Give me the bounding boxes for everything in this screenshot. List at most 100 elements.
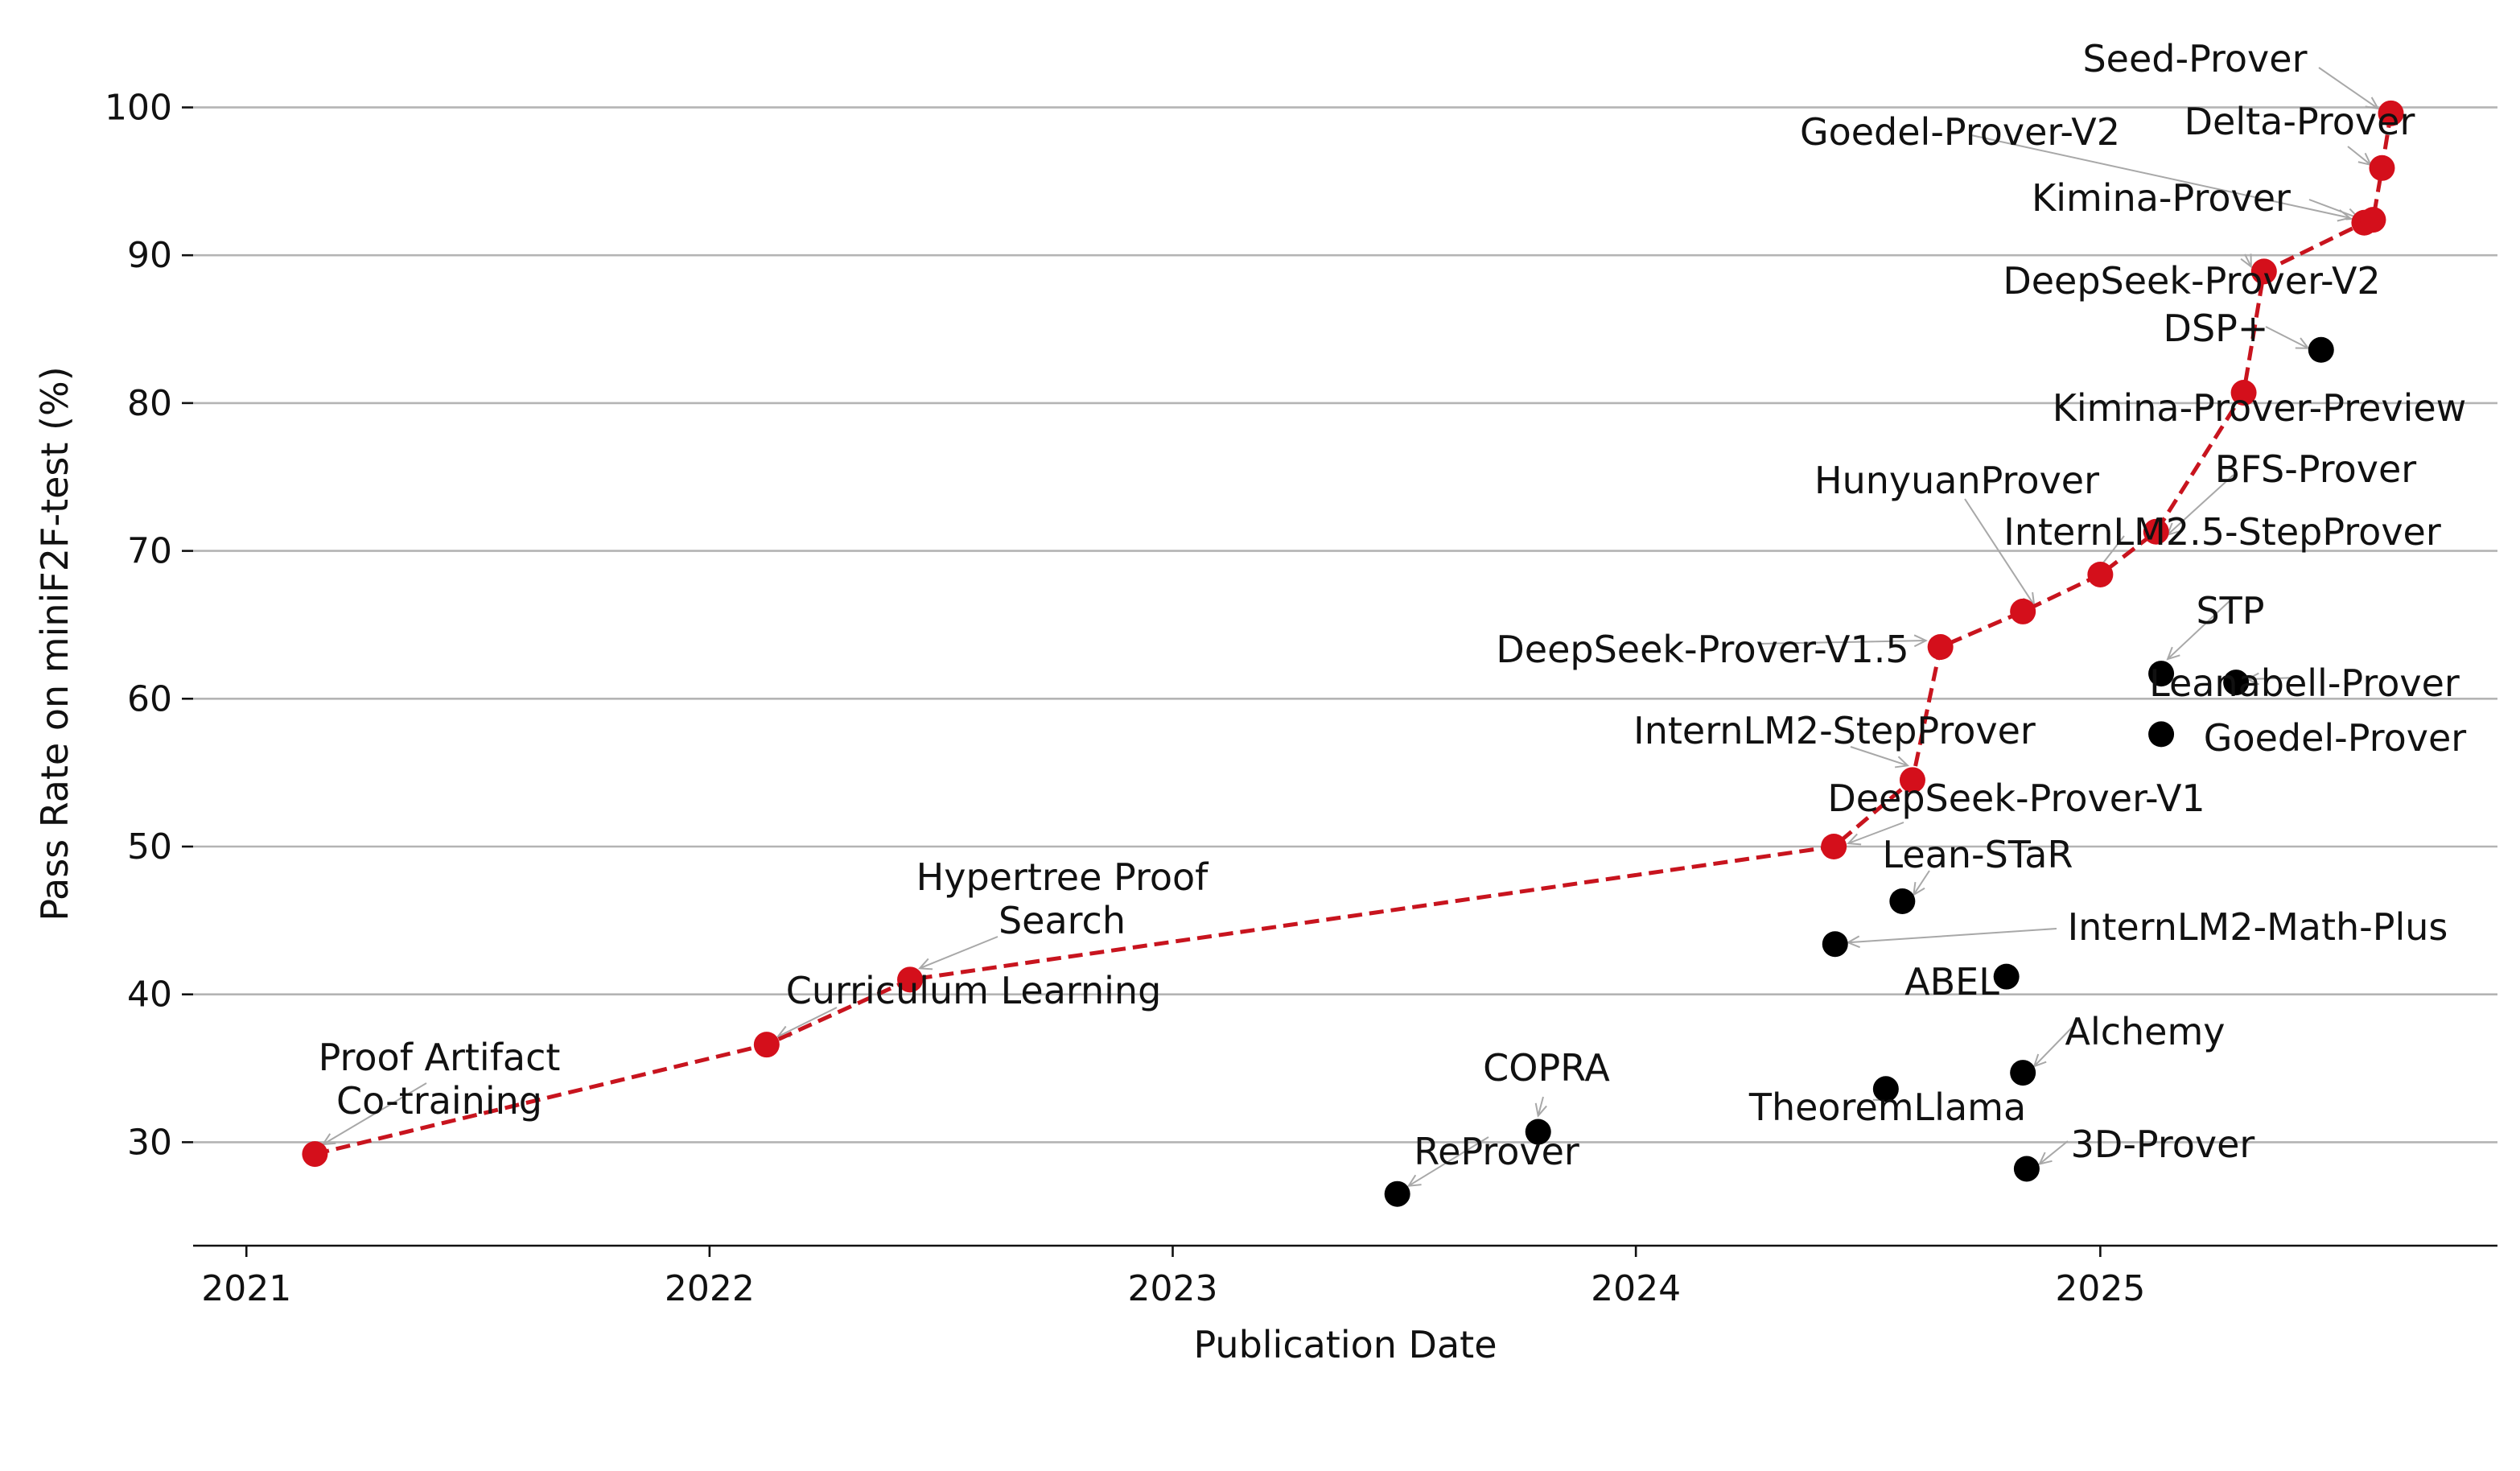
- leader-arrowhead-copra: [1534, 1102, 1547, 1118]
- y-tick-label: 40: [127, 974, 172, 1016]
- label-deepseek-prover-v1-5: DeepSeek-Prover-V1.5: [1496, 628, 1909, 671]
- y-tick-label: 50: [127, 826, 172, 867]
- point-goedel-prover: [2148, 721, 2175, 748]
- label-deepseek-prover-v1: DeepSeek-Prover-V1: [1827, 777, 2205, 820]
- leader-line-deepseek-prover-v1-5: [1758, 640, 1926, 645]
- leader-line-reprover: [1408, 1136, 1489, 1187]
- grid: [193, 106, 2497, 1143]
- leader-arrowhead-seed-prover: [2365, 97, 2380, 110]
- data-labels: Proof Artifact Co-training Curriculum Lear…: [319, 37, 2467, 1173]
- label-kimina-prover: Kimina-Prover: [2032, 176, 2291, 220]
- point-stp: [2148, 661, 2175, 687]
- x-tick-label: 2023: [1128, 1268, 1218, 1309]
- point-seed-prover: [2378, 100, 2404, 126]
- point-3d-prover: [2013, 1156, 2040, 1182]
- point-deepseek-prover-v2: [2250, 258, 2277, 285]
- y-tick-label: 80: [127, 383, 172, 424]
- leader-line-leanabell-prover: [2247, 677, 2300, 681]
- label-hunyuanprover: HunyuanProver: [1814, 459, 2099, 502]
- point-abel: [1993, 963, 2020, 990]
- leader-arrowhead-reprover: [1406, 1174, 1422, 1187]
- label-bfs-prover: BFS-Prover: [2215, 447, 2417, 491]
- leader-line-alchemy: [2033, 1026, 2073, 1067]
- label-reprover: ReProver: [1414, 1130, 1579, 1173]
- leader-line-3d-prover: [2039, 1140, 2069, 1165]
- leader-line-internlm2-math-plus: [1847, 928, 2057, 944]
- label-3d-prover: 3D-Prover: [2071, 1123, 2255, 1166]
- leader-line-lean-star: [1913, 870, 1930, 896]
- leader-line-curriculum-learning: [777, 1007, 838, 1038]
- leader-line-internlm2-stepprover: [1850, 746, 1909, 767]
- point-delta-prover: [2369, 155, 2395, 181]
- leader-arrowhead-deepseek-prover-v1-5: [1913, 634, 1928, 648]
- label-goedel-prover-v2: Goedel-Prover-V2: [1800, 110, 2120, 154]
- point-proof-artifact-co-training: [302, 1141, 328, 1168]
- y-tick-label: 90: [127, 235, 172, 276]
- x-tick-label: 2024: [1591, 1268, 1681, 1309]
- leader-arrowhead-internlm2-stepprover: [1894, 756, 1910, 768]
- point-kimina-prover: [2360, 207, 2386, 233]
- point-reprover: [1384, 1181, 1410, 1207]
- leader-line-seed-prover: [2318, 67, 2379, 109]
- y-tick-label: 100: [105, 87, 172, 128]
- label-theoremllama: TheoremLlama: [1748, 1086, 2026, 1129]
- point-internlm2-stepprover: [1899, 767, 1925, 793]
- leader-arrowhead-3d-prover: [2038, 1152, 2053, 1165]
- leader-line-goedel-prover-v2: [1970, 134, 2350, 219]
- point-leanabell-prover: [2223, 670, 2250, 696]
- leader-line-kimina-prover: [2308, 199, 2359, 220]
- label-curriculum-learning: Curriculum Learning: [786, 969, 1162, 1012]
- label-kimina-prover-preview: Kimina-Prover-Preview: [2053, 386, 2467, 430]
- leader-line-copra: [1537, 1096, 1544, 1116]
- point-dsp: [2308, 336, 2334, 363]
- point-lean-star: [1889, 888, 1916, 914]
- label-abel: ABEL: [1904, 960, 1999, 1003]
- point-theoremllama: [1872, 1076, 1899, 1102]
- label-stp: STP: [2196, 589, 2264, 632]
- leader-line-deepseek-prover-v1: [1847, 822, 1904, 844]
- point-copra: [1525, 1119, 1551, 1145]
- data-points: [302, 100, 2404, 1207]
- leader-line-deepseek-prover-v2: [2244, 253, 2252, 267]
- y-axis-title: Pass Rate on miniF2F-test (%): [33, 366, 76, 921]
- x-tick-label: 2025: [2055, 1268, 2145, 1309]
- point-kimina-prover-preview: [2230, 380, 2257, 406]
- label-deepseek-prover-v2: DeepSeek-Prover-V2: [2003, 259, 2380, 303]
- leader-arrowhead-dsp: [2295, 337, 2310, 349]
- label-leanabell-prover: Leanabell-Prover: [2149, 661, 2460, 705]
- point-internlm2-math-plus: [1822, 931, 1848, 958]
- leader-arrowhead-lean-star: [1913, 881, 1925, 896]
- label-hypertree-proof-search: Hypertree Proof Search: [916, 855, 1210, 942]
- leader-arrowhead-alchemy: [2032, 1053, 2047, 1068]
- label-alchemy: Alchemy: [2065, 1010, 2225, 1053]
- y-tick-label: 30: [127, 1122, 172, 1163]
- leader-arrowhead-deepseek-prover-v1: [1847, 833, 1862, 846]
- point-hypertree-proof-search: [897, 966, 924, 993]
- label-proof-artifact-co-training: Proof Artifact Co-training: [319, 1036, 561, 1123]
- leader-arrowhead-deepseek-prover-v2: [2240, 253, 2252, 269]
- point-deepseek-prover-v1-5: [1927, 634, 1954, 660]
- leader-line-dsp: [2265, 326, 2309, 349]
- leader-line-hunyuanprover: [1964, 498, 2036, 606]
- point-alchemy: [2010, 1060, 2036, 1086]
- label-copra: COPRA: [1483, 1046, 1610, 1090]
- label-dsp: DSP+: [2164, 307, 2269, 350]
- label-goedel-prover: Goedel-Prover: [2204, 716, 2466, 760]
- leader-arrowhead-stp: [2166, 646, 2180, 661]
- leader-line-hypertree-proof-search: [919, 936, 999, 970]
- x-axis-ticks: 2021 2022 2023 2024 2025: [201, 1246, 2145, 1309]
- label-internlm2-5-stepprover: InternLM2.5-StepProver: [2003, 510, 2441, 554]
- point-hunyuanprover: [2010, 598, 2036, 624]
- point-curriculum-learning: [753, 1032, 780, 1058]
- leader-arrowhead-internlm2-math-plus: [1846, 935, 1860, 949]
- label-internlm2-math-plus: InternLM2-Math-Plus: [2068, 905, 2448, 949]
- point-internlm2-5-stepprover: [2087, 561, 2114, 587]
- leader-line-stp: [2167, 600, 2231, 660]
- x-axis-title: Publication Date: [1193, 1323, 1497, 1366]
- label-delta-prover: Delta-Prover: [2184, 100, 2415, 143]
- leader-arrowhead-hypertree-proof-search: [917, 958, 933, 970]
- y-tick-label: 60: [127, 678, 172, 719]
- y-tick-label: 70: [127, 531, 172, 572]
- leader-line-bfs-prover: [2167, 474, 2234, 536]
